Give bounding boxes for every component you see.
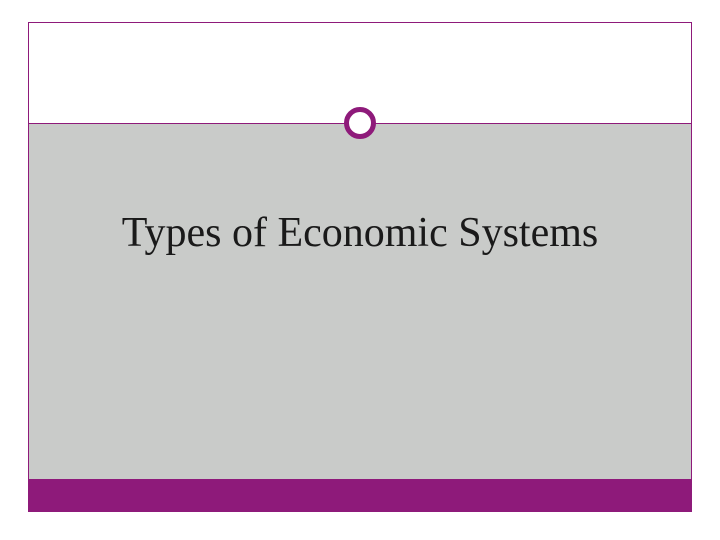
footer-bar — [29, 479, 691, 511]
ring-icon — [344, 107, 376, 139]
slide-frame: Types of Economic Systems — [28, 22, 692, 512]
body-region — [29, 123, 691, 481]
slide-title: Types of Economic Systems — [29, 209, 691, 257]
